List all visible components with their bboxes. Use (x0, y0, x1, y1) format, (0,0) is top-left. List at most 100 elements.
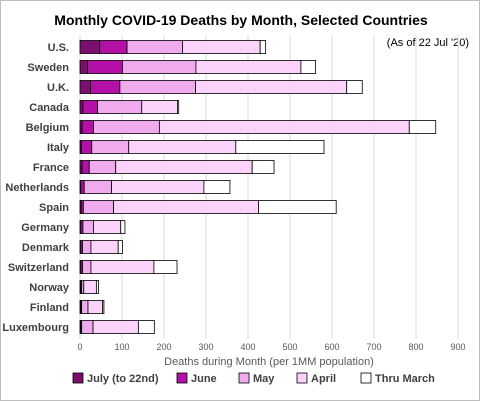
bar-sweden-april (195, 60, 302, 74)
bar-luxembourg-thru-march (137, 320, 155, 334)
bar-belgium-april (158, 120, 410, 134)
bar-canada-thru-march (177, 100, 180, 114)
bar-netherlands-may (83, 180, 112, 194)
category-label-canada: Canada (29, 102, 70, 114)
bar-denmark-may (82, 240, 92, 254)
x-tick-800: 800 (408, 342, 423, 352)
category-label-sweden: Sweden (27, 62, 69, 74)
x-tick-200: 200 (156, 342, 171, 352)
bar-france-june (81, 160, 90, 174)
legend-swatch-thru-march (360, 372, 372, 384)
bar-norway-thru-march (95, 280, 99, 294)
bar-italy-june (80, 140, 93, 154)
bar-belgium-june (81, 120, 94, 134)
bar-belgium-thru-march (408, 120, 437, 134)
bar-italy-may (91, 140, 130, 154)
bar-switzerland-thru-march (153, 260, 178, 274)
bar-sweden-june (87, 60, 123, 74)
bar-germany-thru-march (120, 220, 126, 234)
date-annotation: (As of 22 Jul '20) (387, 37, 469, 49)
x-tick-0: 0 (77, 342, 82, 352)
bar-netherlands-thru-march (203, 180, 231, 194)
bar-u-s-april (182, 40, 261, 54)
bar-spain-thru-march (258, 200, 337, 214)
bar-sweden-thru-march (300, 60, 317, 74)
legend: July (to 22nd) June May April Thru March (72, 372, 435, 385)
bar-finland-thru-march (102, 300, 105, 314)
bar-switzerland-may (82, 260, 92, 274)
category-label-denmark: Denmark (22, 242, 70, 254)
category-label-luxembourg: Luxembourg (2, 322, 69, 334)
bar-italy-april (128, 140, 237, 154)
bar-u-k-may (119, 80, 196, 94)
x-tick-900: 900 (450, 342, 465, 352)
bar-sweden-july-to-22nd (79, 60, 88, 74)
bar-u-k-thru-march (346, 80, 363, 94)
x-tick-labels: 0 100 200 300 400 500 600 700 800 900 (77, 342, 465, 352)
bar-u-k-june (90, 80, 121, 94)
category-label-finland: Finland (30, 302, 69, 314)
bar-norway-april (83, 280, 97, 294)
category-label-italy: Italy (47, 142, 70, 154)
bar-finland-april (87, 300, 104, 314)
bar-belgium-may (93, 120, 160, 134)
category-label-belgium: Belgium (26, 122, 70, 134)
category-label-france: France (33, 162, 69, 174)
bar-u-k-july-to-22nd (79, 80, 91, 94)
legend-label-july-to-22nd: July (to 22nd) (87, 373, 159, 385)
bar-france-may (88, 160, 117, 174)
bar-u-s-june (99, 40, 128, 54)
bar-spain-april (113, 200, 259, 214)
bar-u-k-april (195, 80, 348, 94)
legend-label-thru-march: Thru March (375, 373, 435, 385)
x-axis-label: Deaths during Month (per 1MM population) (164, 356, 374, 368)
x-tick-100: 100 (114, 342, 129, 352)
bar-switzerland-april (90, 260, 155, 274)
legend-swatch-april (296, 372, 308, 384)
category-labels: U.S. Sweden U.K. Canada Belgium Italy France Ne… (2, 42, 70, 334)
bar-canada-may (97, 100, 143, 114)
legend-swatch-july-to-22nd (72, 372, 84, 384)
x-tick-600: 600 (324, 342, 339, 352)
category-label-u-k: U.K. (47, 82, 69, 94)
legend-label-june: June (191, 373, 217, 385)
bar-canada-june (82, 100, 99, 114)
x-tick-700: 700 (366, 342, 381, 352)
x-tick-500: 500 (282, 342, 297, 352)
x-tick-400: 400 (240, 342, 255, 352)
bar-u-s-thru-march (259, 40, 267, 54)
bar-canada-july-to-22nd (79, 100, 84, 114)
legend-label-april: April (311, 373, 336, 385)
category-label-netherlands: Netherlands (5, 182, 69, 194)
bar-u-s-july-to-22nd (79, 40, 101, 54)
bar-u-s-may (126, 40, 183, 54)
bar-germany-may (82, 220, 94, 234)
legend-swatch-june (176, 372, 188, 384)
bar-netherlands-june (80, 180, 85, 194)
bar-denmark-thru-march (117, 240, 123, 254)
bar-luxembourg-april (92, 320, 139, 334)
bar-canada-april (141, 100, 178, 114)
bar-netherlands-april (111, 180, 205, 194)
bar-france-april (115, 160, 253, 174)
category-label-u-s: U.S. (48, 42, 69, 54)
bar-denmark-april (90, 240, 119, 254)
bar-france-thru-march (251, 160, 275, 174)
bar-luxembourg-may (81, 320, 94, 334)
category-label-spain: Spain (39, 202, 69, 214)
bars (79, 40, 437, 334)
x-tick-300: 300 (198, 342, 213, 352)
bar-spain-may (82, 200, 115, 214)
chart-title: Monthly COVID-19 Deaths by Month, Select… (54, 12, 428, 28)
category-label-norway: Norway (29, 282, 70, 294)
legend-swatch-may (238, 372, 250, 384)
bar-sweden-may (122, 60, 197, 74)
legend-label-may: May (253, 373, 275, 385)
bar-finland-may (81, 300, 89, 314)
bar-italy-thru-march (235, 140, 325, 154)
category-label-germany: Germany (21, 222, 70, 234)
bar-germany-april (93, 220, 122, 234)
category-label-switzerland: Switzerland (8, 262, 69, 274)
